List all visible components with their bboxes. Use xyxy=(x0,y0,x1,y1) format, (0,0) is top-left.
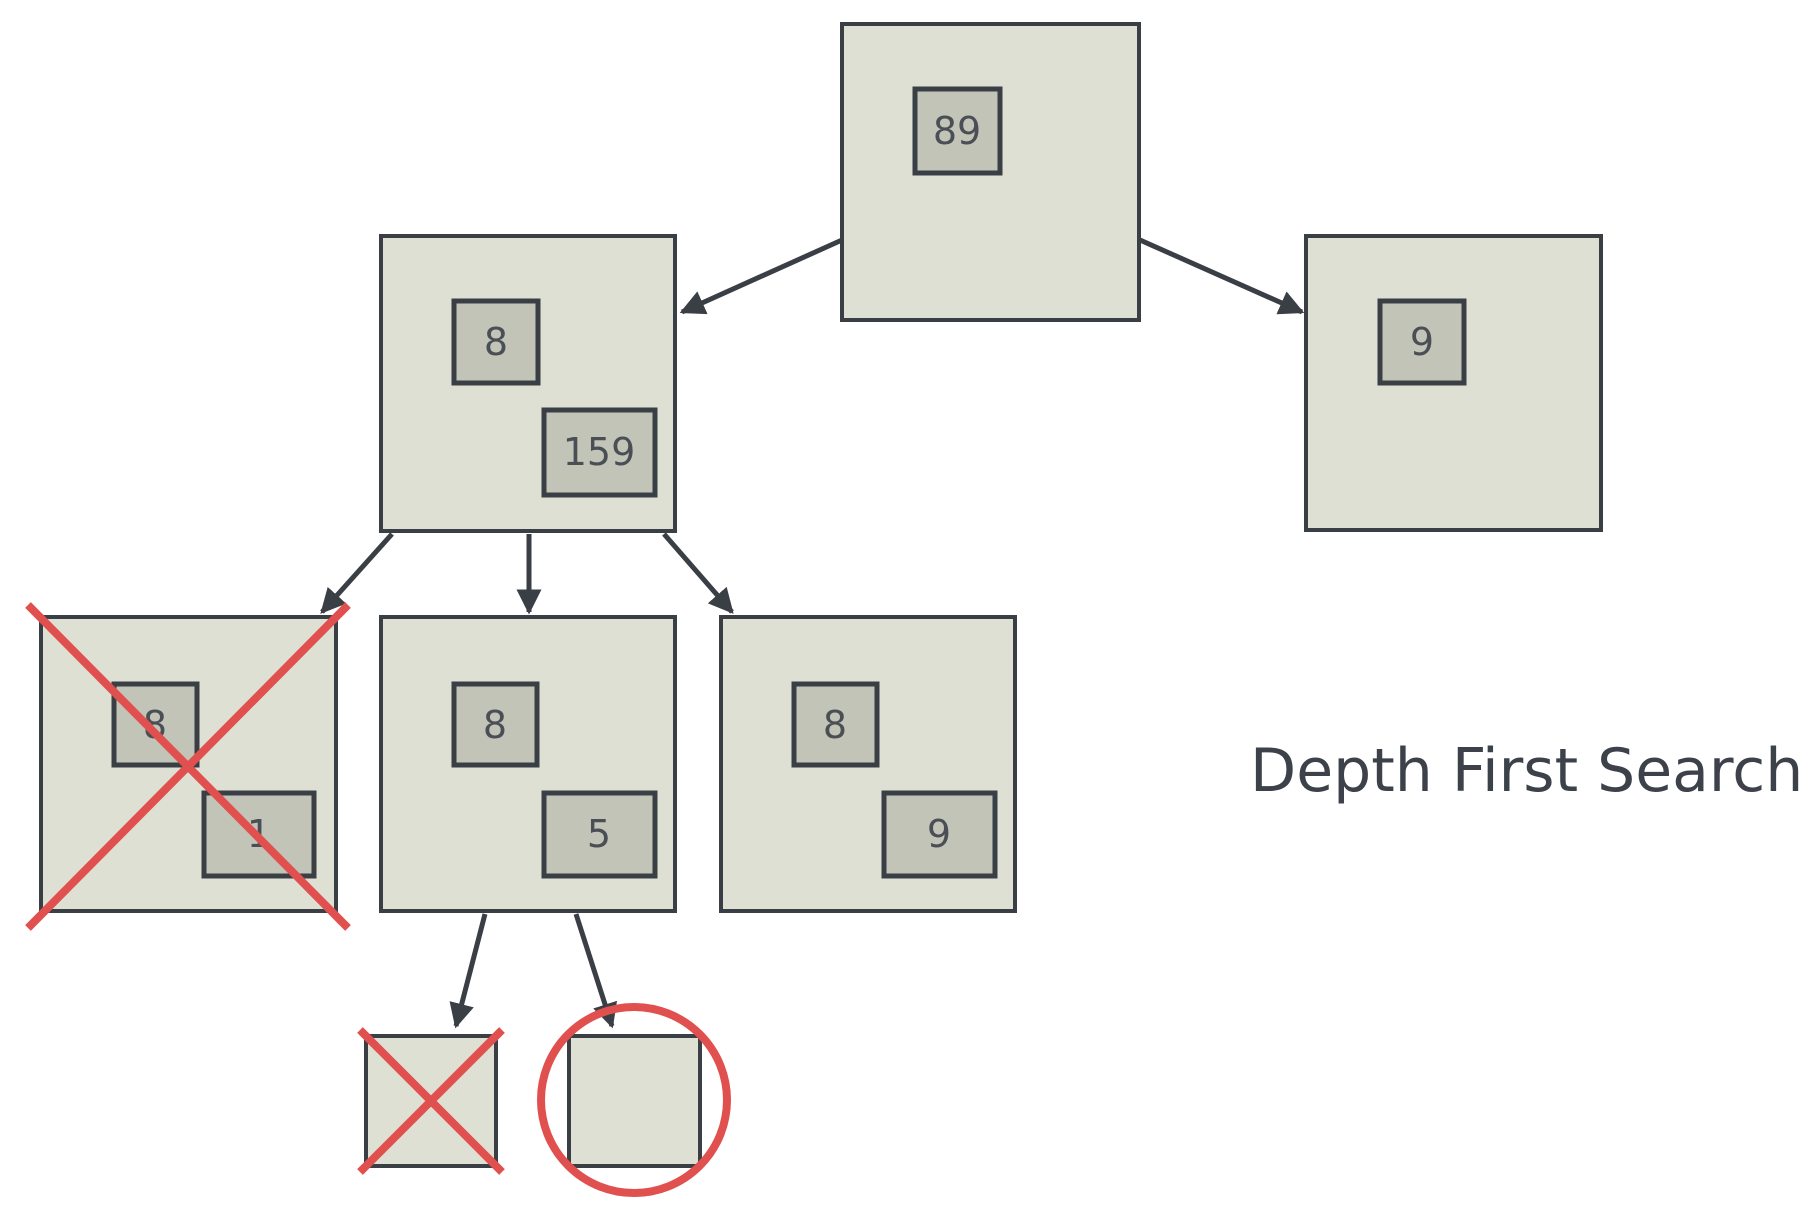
edge-grandchild-2-leaf-1 xyxy=(449,913,488,1029)
tree-node-left-child: 8 159 xyxy=(379,234,677,533)
edge-left-grandchild-3 xyxy=(662,532,734,614)
tree-node-grandchild-2: 8 5 xyxy=(379,615,677,913)
item-value: 9 xyxy=(927,812,951,856)
tree-node-leaf-2 xyxy=(537,1003,731,1197)
item-badge: 89 xyxy=(912,86,1003,176)
found-circle-mark xyxy=(537,1003,731,1197)
item-value: 8 xyxy=(483,703,507,747)
item-badge: 9 xyxy=(1377,298,1467,386)
tree-node-right-child: 9 xyxy=(1304,234,1603,532)
tree-node-grandchild-3: 8 9 xyxy=(719,615,1017,913)
tree-node-leaf-1 xyxy=(357,1027,505,1175)
tree-node-grandchild-1: 8 1 xyxy=(25,602,351,931)
edge-root-right xyxy=(1138,237,1305,315)
item-badge: 8 xyxy=(111,681,200,768)
item-value: 5 xyxy=(587,812,611,856)
item-badge: 9 xyxy=(881,790,998,879)
item-value: 8 xyxy=(823,703,847,747)
diagram-title: Depth First Search xyxy=(1250,736,1803,806)
item-value: 89 xyxy=(933,109,981,153)
edge-left-grandchild-1 xyxy=(320,532,394,614)
edges xyxy=(320,237,1305,1029)
item-value: 8 xyxy=(484,320,508,364)
item-badge: 159 xyxy=(541,407,658,498)
tree-node-root: 89 xyxy=(840,22,1141,322)
edge-root-left xyxy=(679,237,844,315)
item-badge: 5 xyxy=(541,790,658,879)
item-badge: 8 xyxy=(451,298,541,386)
pruned-x-mark xyxy=(25,602,351,931)
item-badge: 8 xyxy=(791,681,880,768)
item-value: 159 xyxy=(563,430,636,474)
pruned-x-mark xyxy=(357,1027,505,1175)
item-badge: 8 xyxy=(451,681,540,768)
item-value: 9 xyxy=(1410,320,1434,364)
